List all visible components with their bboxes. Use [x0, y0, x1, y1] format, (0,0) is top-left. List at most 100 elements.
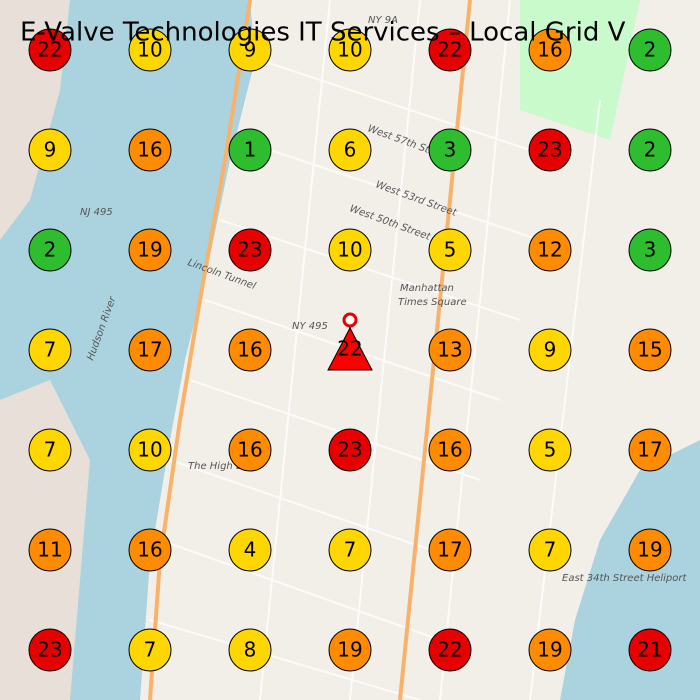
rank-label: 2 — [644, 38, 657, 62]
rank-circle — [328, 28, 372, 72]
rank-label: 11 — [37, 538, 62, 562]
rank-label: 16 — [137, 538, 162, 562]
rank-label: 15 — [637, 338, 662, 362]
rank-circle — [428, 328, 472, 372]
rank-label: 23 — [237, 238, 262, 262]
rank-circle — [328, 428, 372, 472]
rank-circle — [328, 628, 372, 672]
rank-circle — [628, 328, 672, 372]
rank-label: 17 — [637, 438, 662, 462]
rank-circle — [28, 28, 72, 72]
rank-label: 16 — [237, 338, 262, 362]
rank-label: 16 — [437, 438, 462, 462]
center-pin-head — [342, 312, 358, 328]
rank-circle — [528, 128, 572, 172]
rank-label: 3 — [644, 238, 657, 262]
rank-label: 7 — [144, 638, 157, 662]
rank-label: 17 — [437, 538, 462, 562]
rank-label: 19 — [537, 638, 562, 662]
rank-label: 7 — [544, 538, 557, 562]
rank-circle — [28, 128, 72, 172]
rank-label: 2 — [44, 238, 57, 262]
rank-label: 22 — [437, 38, 462, 62]
rank-label: 7 — [44, 438, 57, 462]
rank-label: 16 — [137, 138, 162, 162]
rank-label: 5 — [444, 238, 457, 262]
rank-label: 23 — [537, 138, 562, 162]
rank-circle — [128, 328, 172, 372]
rank-label: 6 — [344, 138, 357, 162]
rank-circle — [128, 528, 172, 572]
rank-circle — [128, 128, 172, 172]
rank-circle — [228, 628, 272, 672]
rank-circle — [528, 628, 572, 672]
rank-label: 1 — [244, 138, 257, 162]
center-rank: 22 — [337, 337, 362, 361]
rank-circle — [128, 228, 172, 272]
rank-circle — [528, 28, 572, 72]
rank-label: 5 — [544, 438, 557, 462]
rank-circle — [228, 228, 272, 272]
rank-label: 17 — [137, 338, 162, 362]
rank-circle — [428, 128, 472, 172]
rank-label: 7 — [344, 538, 357, 562]
rank-circle — [328, 128, 372, 172]
rank-label: 16 — [237, 438, 262, 462]
rank-circle — [528, 328, 572, 372]
map-label: Manhattan — [400, 283, 454, 294]
rank-circle — [428, 228, 472, 272]
rank-circle — [528, 428, 572, 472]
rank-label: 10 — [137, 38, 162, 62]
rank-label: 22 — [437, 638, 462, 662]
rank-circle — [228, 28, 272, 72]
map-label: East 34th Street Heliport — [562, 573, 688, 584]
map-label: NY 495 — [292, 321, 328, 332]
rank-circle — [628, 528, 672, 572]
rank-circle — [428, 628, 472, 672]
rank-circle — [228, 128, 272, 172]
rank-circle — [628, 628, 672, 672]
rank-circle — [128, 428, 172, 472]
rank-circle — [428, 428, 472, 472]
rank-label: 9 — [44, 138, 57, 162]
rank-label: 10 — [337, 238, 362, 262]
rank-circle — [628, 128, 672, 172]
rank-circle — [328, 228, 372, 272]
rank-circle — [628, 428, 672, 472]
rank-label: 19 — [337, 638, 362, 662]
rank-circle — [628, 28, 672, 72]
rank-label: 22 — [37, 38, 62, 62]
rank-label: 23 — [337, 438, 362, 462]
rank-circle — [528, 528, 572, 572]
map-label: NY 9A — [368, 15, 398, 26]
rank-circle — [28, 428, 72, 472]
rank-circle — [28, 528, 72, 572]
rank-label: 7 — [44, 338, 57, 362]
rank-circle — [128, 628, 172, 672]
rank-circle — [28, 228, 72, 272]
rank-label: 3 — [444, 138, 457, 162]
rank-label: 10 — [137, 438, 162, 462]
rank-label: 12 — [537, 238, 562, 262]
rank-circle — [28, 628, 72, 672]
rank-label: 10 — [337, 38, 362, 62]
rank-label: 13 — [437, 338, 462, 362]
map-label: NJ 495 — [80, 207, 113, 218]
rank-label: 8 — [244, 638, 257, 662]
center-marker — [327, 326, 373, 371]
rank-circle — [628, 228, 672, 272]
rank-circle — [228, 428, 272, 472]
rank-circle — [528, 228, 572, 272]
rank-circle — [428, 528, 472, 572]
rank-label: 16 — [537, 38, 562, 62]
rank-label: 9 — [244, 38, 257, 62]
rank-label: 4 — [244, 538, 257, 562]
map-label: Times Square — [398, 297, 467, 308]
rank-label: 9 — [544, 338, 557, 362]
rank-label: 23 — [37, 638, 62, 662]
rank-circle — [28, 328, 72, 372]
rank-circle — [428, 28, 472, 72]
rank-circle — [128, 28, 172, 72]
rank-label: 2 — [644, 138, 657, 162]
